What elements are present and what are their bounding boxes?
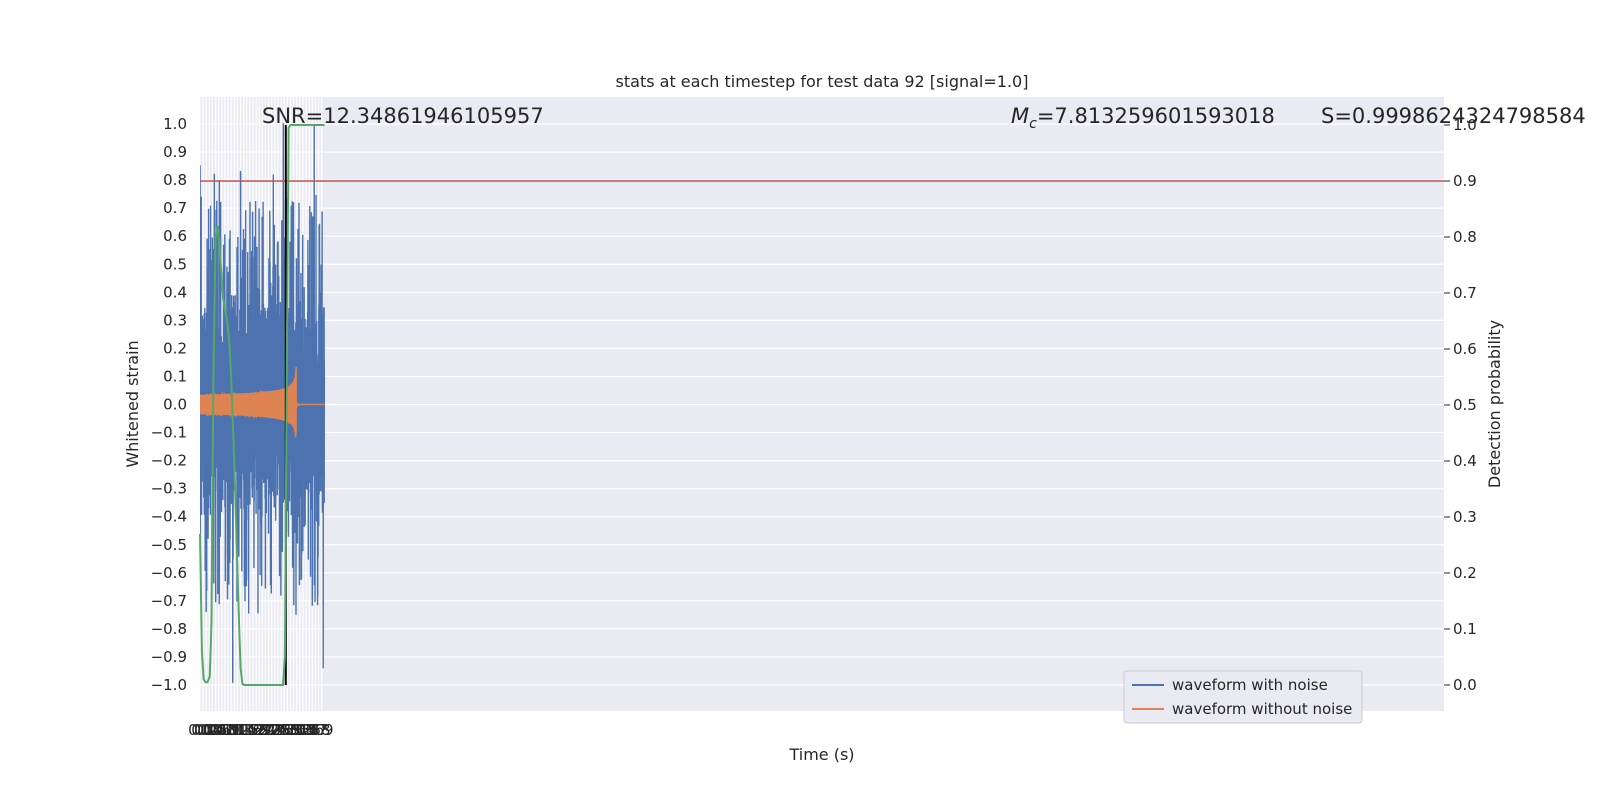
y2-tick-label: 0.2: [1453, 564, 1477, 582]
y-tick-label: 1.0: [163, 115, 187, 133]
y-tick-label: −0.3: [151, 480, 187, 498]
x-tick-label: 2.3: [260, 721, 284, 739]
x-tick-label: 2.7: [272, 721, 296, 739]
chirp-mass-subscript: c: [1029, 116, 1037, 132]
x-tick-label: 1.1: [222, 721, 246, 739]
y-tick-label: −0.9: [151, 648, 187, 666]
x-tick-label: 3.0: [282, 721, 306, 739]
y-tick-label: 0.2: [163, 339, 187, 357]
chirp-mass-symbol: M: [1011, 104, 1029, 128]
chirp-mass-annotation: Mc=7.813259601593018: [1011, 104, 1275, 132]
y-tick-label: −0.7: [151, 592, 187, 610]
x-tick-label: 0.1: [191, 721, 215, 739]
y2-tick-label: 0.3: [1453, 508, 1477, 526]
y2-tick-label: 0.7: [1453, 284, 1477, 302]
x-tick-label: 0.4: [201, 721, 225, 739]
y2-tick-labels: 1.0 0.9 0.8 0.7 0.6 0.5 0.4 0.3 0.2 0.1 0.0: [1444, 116, 1477, 694]
x-tick-label: 3.6: [300, 721, 324, 739]
y-tick-label: 0.5: [163, 255, 187, 273]
x-tick-label: 0.2: [194, 721, 218, 739]
y2-tick-label: 0.8: [1453, 228, 1477, 246]
x-tick-label: 3.8: [307, 721, 331, 739]
x-tick-label: 0.3: [197, 721, 221, 739]
y-tick-label: −0.8: [151, 620, 187, 638]
y-tick-label: −0.4: [151, 508, 187, 526]
legend-box: [1123, 670, 1363, 724]
chirp-mass-value: =7.813259601593018: [1037, 104, 1275, 128]
x-tick-label: 1.3: [229, 721, 253, 739]
x-tick-label: 3.5: [297, 721, 321, 739]
x-tick-label: 2.0: [250, 721, 274, 739]
chart-title: stats at each timestep for test data 92 …: [616, 72, 1029, 91]
y2-tick-label: 0.6: [1453, 340, 1477, 358]
x-tick-label: 2.2: [257, 721, 281, 739]
y-tick-label: −0.1: [151, 424, 187, 442]
x-tick-label: 3.1: [285, 721, 309, 739]
x-tick-label: 2.4: [263, 721, 287, 739]
x-tick-label: 1.8: [244, 721, 268, 739]
series-waveform-with-noise: [200, 123, 326, 683]
y-tick-label: 0.8: [163, 171, 187, 189]
x-tick-label: 3.2: [288, 721, 312, 739]
y-tick-label: 0.4: [163, 283, 187, 301]
score-annotation: S=0.9998624324798584: [1321, 104, 1586, 128]
y-tick-label: −1.0: [151, 676, 187, 694]
y-axis-label: Whitened strain: [123, 340, 142, 467]
x-tick-label: 3.9: [310, 721, 334, 739]
x-tick-labels: 0.00.10.20.30.40.50.60.70.80.91.01.11.21…: [188, 721, 334, 739]
y-tick-label: 0.3: [163, 311, 187, 329]
legend: waveform with noise waveform without noi…: [1123, 670, 1363, 724]
series-detection-probability: [199, 124, 325, 686]
x-tick-label: 1.5: [235, 721, 259, 739]
y-tick-label: 0.6: [163, 227, 187, 245]
x-tick-label: 0.7: [210, 721, 234, 739]
y-tick-label: 0.7: [163, 199, 187, 217]
x-tick-label: 2.8: [275, 721, 299, 739]
y-tick-label: 0.0: [163, 396, 187, 414]
x-tick-label: 2.1: [254, 721, 278, 739]
x-tick-label: 0.0: [188, 721, 212, 739]
y-tick-label: −0.6: [151, 564, 187, 582]
x-tick-label: 2.5: [266, 721, 290, 739]
y-tick-label: −0.2: [151, 452, 187, 470]
y2-tick-label: 0.9: [1453, 172, 1477, 190]
y2-axis-label: Detection probability: [1485, 320, 1504, 488]
y2-tick-label: 0.5: [1453, 396, 1477, 414]
y2-tick-label: 0.4: [1453, 452, 1477, 470]
x-tick-label: 0.8: [213, 721, 237, 739]
x-tick-label: 2.9: [279, 721, 303, 739]
x-tick-label: 1.9: [247, 721, 271, 739]
y2-tick-label: 0.0: [1453, 676, 1477, 694]
series-waveform-without-noise: [200, 366, 325, 438]
x-axis-label: Time (s): [788, 745, 854, 764]
x-tick-label: 1.2: [226, 721, 250, 739]
x-tick-label: 1.0: [219, 721, 243, 739]
legend-label-clean: waveform without noise: [1172, 700, 1352, 718]
x-tick-label: 3.4: [294, 721, 318, 739]
x-tick-label: 1.7: [241, 721, 265, 739]
x-tick-label: 0.6: [207, 721, 231, 739]
y-tick-label: 0.1: [163, 367, 187, 385]
y-tick-label: −0.5: [151, 536, 187, 554]
x-tick-label: 0.9: [216, 721, 240, 739]
x-tick-label: 3.3: [291, 721, 315, 739]
y-tick-labels: 1.0 0.9 0.8 0.7 0.6 0.5 0.4 0.3 0.2 0.1 0.0 −0.1 −0.…: [151, 115, 187, 694]
y-tick-label: 0.9: [163, 143, 187, 161]
x-tick-label: 1.6: [238, 721, 262, 739]
y2-tick-label: 1.0: [1453, 116, 1477, 134]
legend-label-noise: waveform with noise: [1172, 676, 1328, 694]
x-tick-label: 2.6: [269, 721, 293, 739]
y2-tick-label: 0.1: [1453, 620, 1477, 638]
x-tick-label: 0.5: [204, 721, 228, 739]
x-tick-label: 3.7: [304, 721, 328, 739]
x-tick-label: 1.4: [232, 721, 256, 739]
